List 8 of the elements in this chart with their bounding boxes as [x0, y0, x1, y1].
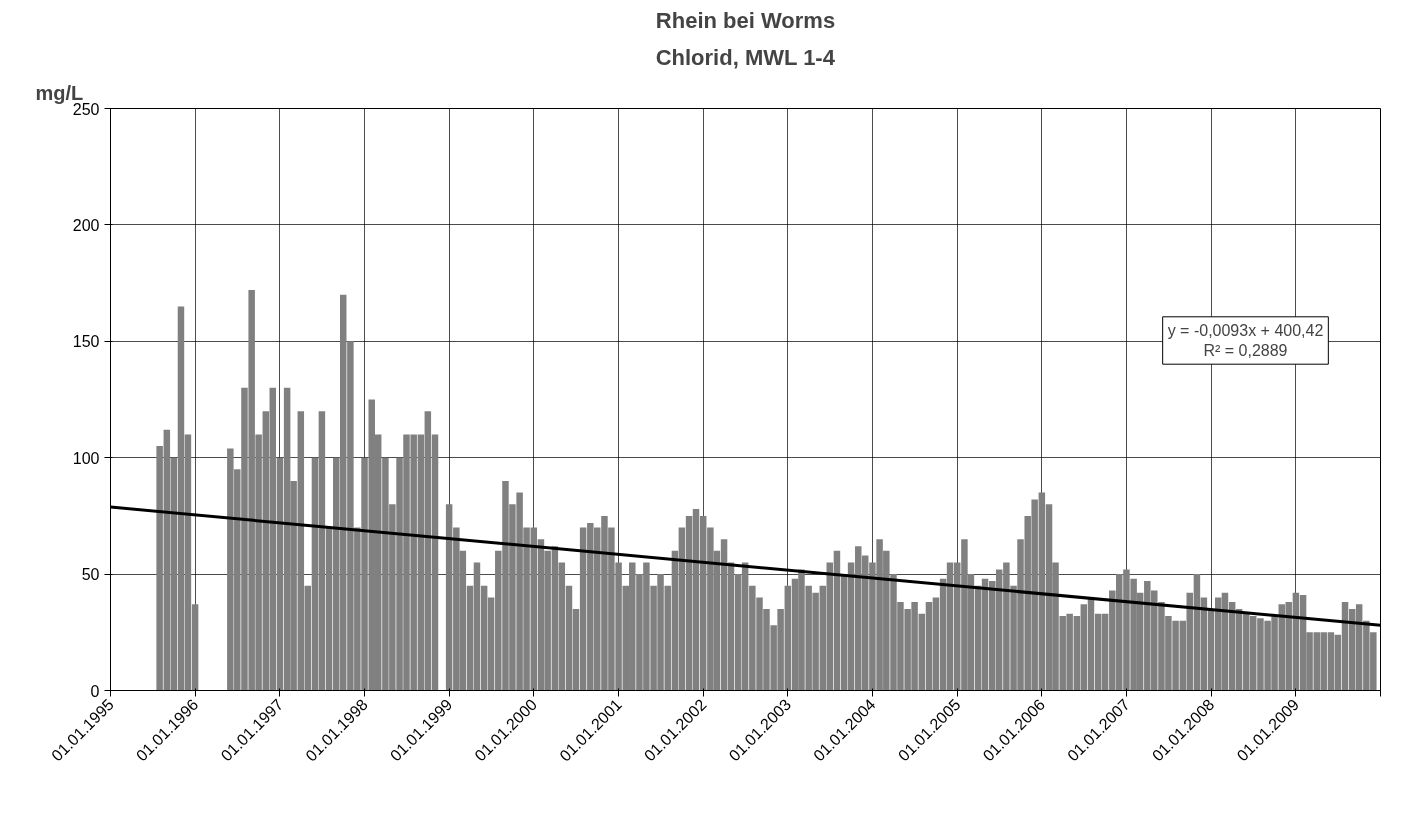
y-tick-label: 0 [90, 682, 100, 700]
y-tick-label: 200 [72, 216, 100, 234]
y-tick-label: 50 [81, 566, 100, 584]
chart-title: Rhein bei Worms [655, 7, 836, 33]
annotation: y = -0,0093x + 400,42 R² = 0,2889 [1167, 321, 1324, 360]
chart-subtitle: Chlorid, MWL 1-4 [655, 44, 836, 70]
y-tick-label: 150 [72, 333, 100, 351]
y-tick-label: 100 [72, 449, 100, 467]
